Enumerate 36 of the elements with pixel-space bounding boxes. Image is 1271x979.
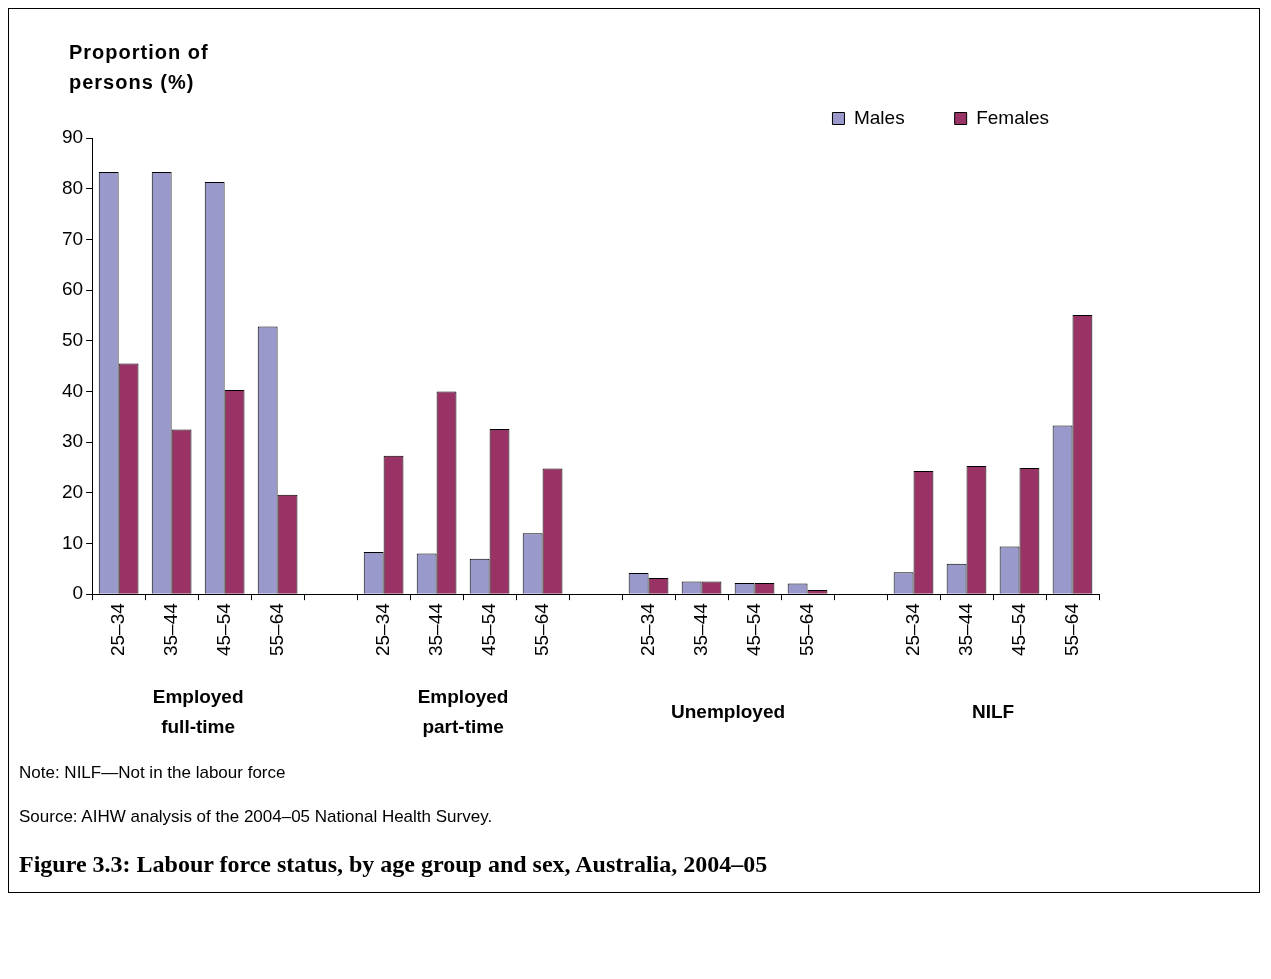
- x-tick-label: 35–44: [424, 602, 446, 657]
- legend-label: Males: [853, 106, 905, 128]
- legend-label: Females: [976, 106, 1049, 128]
- text: Note: NILF—Not in the labour force: [19, 763, 287, 783]
- y-tick-label: 0: [72, 582, 84, 604]
- y-tick-label: 90: [61, 126, 84, 148]
- source-note: Source: AIHW analysis of the 2004–05 National Health Survey.: [19, 807, 494, 827]
- text: NILF: [971, 701, 1015, 723]
- x-tick-label: 25–34: [371, 602, 393, 657]
- x-tick-label: 45–54: [1007, 602, 1029, 657]
- y-tick-label: 30: [61, 430, 84, 452]
- x-tick-label: 35–44: [689, 602, 711, 657]
- x-tick-label: 35–44: [159, 602, 181, 657]
- x-tick-label: 55–64: [795, 602, 817, 657]
- y-tick-label: 80: [61, 176, 84, 198]
- text: Figure 3.3: Labour force status, by age group and sex, Australia, 2004–05: [18, 851, 769, 879]
- y-tick-label: 10: [61, 531, 84, 553]
- text: Employed part-time: [417, 686, 509, 738]
- x-tick-label: 25–34: [106, 602, 128, 657]
- y-axis-title: Proportion of persons (%): [69, 40, 210, 95]
- y-tick-label: 20: [61, 481, 84, 503]
- x-tick-label: 45–54: [742, 602, 764, 657]
- y-tick-label: 40: [61, 379, 84, 401]
- x-tick-label: 45–54: [477, 602, 499, 657]
- y-tick-label: 50: [61, 328, 84, 350]
- text: Unemployed: [671, 701, 786, 723]
- x-tick-label: 55–64: [530, 602, 552, 657]
- x-tick-label: 55–64: [1060, 602, 1082, 657]
- text: Employed full-time: [152, 686, 244, 738]
- y-tick-label: 70: [61, 227, 84, 249]
- x-tick-label: 25–34: [901, 602, 923, 657]
- x-tick-label: 25–34: [636, 602, 658, 657]
- x-tick-label: 45–54: [212, 602, 234, 657]
- x-tick-label: 55–64: [265, 602, 287, 657]
- x-tick-label: 35–44: [954, 602, 976, 657]
- y-tick-label: 60: [61, 278, 84, 300]
